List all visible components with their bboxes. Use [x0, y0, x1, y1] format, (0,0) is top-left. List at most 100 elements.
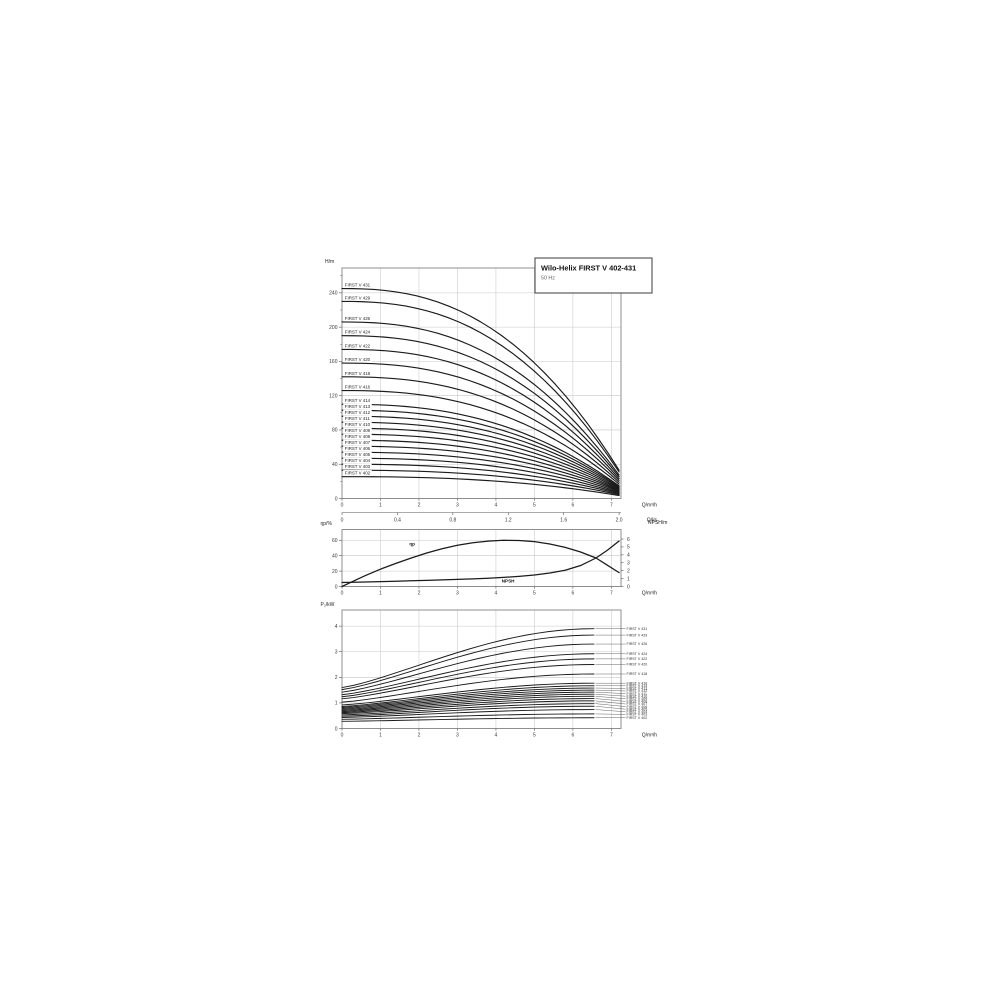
- x-tick-label: 1: [379, 733, 382, 739]
- power-curve-FIRST-V-410: [341, 693, 595, 712]
- curve-label-bg: [343, 445, 372, 452]
- head-curve-label: FIRST V 413: [345, 404, 371, 409]
- power-curve-label: FIRST V 426: [627, 642, 648, 646]
- npsh-tick-label: 2: [627, 568, 630, 574]
- curve-label-bg: [343, 463, 372, 470]
- x-tick-label: 1: [379, 503, 382, 509]
- npsh-curve: [341, 540, 620, 584]
- p2-tick-label: 1: [335, 701, 338, 707]
- x-tick-label: 1: [379, 591, 382, 597]
- head-curve-label: FIRST V 412: [345, 410, 371, 415]
- power-curve-FIRST-V-403: [341, 713, 595, 720]
- y-tick-label: 40: [332, 462, 338, 468]
- power-curve-label: FIRST V 418: [627, 672, 648, 676]
- head-curve-FIRST-V-418: [341, 376, 620, 483]
- x-tick-label: 6: [572, 503, 575, 509]
- head-curve-label: FIRST V 411: [345, 416, 371, 421]
- y-tick-label: 0: [335, 496, 338, 502]
- power-curve-label: FIRST V 411: [627, 692, 647, 696]
- head-curve-label: FIRST V 407: [345, 440, 371, 445]
- eta-tick-label: 60: [332, 538, 338, 544]
- power-curve-FIRST-V-418: [341, 673, 595, 703]
- eta-curve: [341, 539, 620, 588]
- x-tick-label: 6: [572, 591, 575, 597]
- power-curve-FIRST-V-426: [341, 643, 595, 693]
- plot-frame: [341, 529, 622, 587]
- head-curve-label: FIRST V 429: [345, 295, 371, 300]
- p2-tick-label: 4: [335, 624, 338, 630]
- curve-label-bg: [343, 356, 372, 363]
- lps-tick-label: 0.8: [449, 518, 456, 524]
- head-curve-label: FIRST V 422: [345, 343, 371, 348]
- power-curve-label: FIRST V 406: [627, 705, 648, 709]
- power-label-leader: [595, 700, 626, 705]
- head-curve-FIRST-V-416: [341, 389, 620, 485]
- npsh-axis-unit: NPSH/m: [648, 520, 667, 526]
- curve-label-bg: [343, 409, 372, 416]
- x-axis-unit: Q/m³/h: [642, 591, 657, 597]
- x-tick-label: 6: [572, 733, 575, 739]
- power-curve-label: FIRST V 422: [627, 657, 648, 661]
- power-curve-FIRST-V-412: [341, 689, 595, 710]
- x-tick-label: 4: [495, 591, 498, 597]
- npsh-tick-label: 3: [627, 561, 630, 567]
- head-curve-FIRST-V-404: [341, 463, 620, 495]
- lps-axis-unit: Q/l/s: [647, 518, 658, 524]
- curve-label-bg: [343, 403, 372, 410]
- curve-label-bg: [343, 415, 372, 422]
- chart-title-box: Wilo-Helix FIRST V 402-431 50 Hz: [534, 257, 653, 294]
- head-curve-FIRST-V-413: [341, 409, 620, 488]
- head-curve-label: FIRST V 403: [345, 464, 371, 469]
- power-curve-FIRST-V-406: [341, 703, 595, 716]
- power-curve-label: FIRST V 413: [627, 687, 648, 691]
- curve-label-bg: [343, 457, 372, 464]
- head-curve-FIRST-V-426: [341, 321, 620, 476]
- head-curve-FIRST-V-420: [341, 362, 620, 481]
- power-chart: 0 1 2 3 4 P₂/kW 0 1 2 3 4 5 6 7 Q/m³/h FIRST V 431 FIRST…: [321, 602, 658, 739]
- curve-label-bg: [343, 451, 372, 458]
- x-tick-label: 2: [418, 503, 421, 509]
- curve-label-bg: [343, 281, 372, 288]
- power-curve-label: FIRST V 412: [627, 689, 648, 693]
- curve-label-bg: [343, 397, 372, 404]
- power-label-leader: [595, 696, 626, 700]
- npsh-tick-label: 5: [627, 545, 630, 551]
- curve-label-bg: [343, 370, 372, 376]
- power-curve-label: FIRST V 402: [627, 716, 648, 720]
- power-label-leader: [595, 703, 626, 707]
- head-curve-FIRST-V-422: [341, 348, 620, 480]
- head-curve-label: FIRST V 408: [345, 434, 371, 439]
- eta-tick-label: 0: [335, 584, 338, 590]
- title-box-frame: [534, 257, 653, 294]
- y-tick-label: 200: [329, 325, 338, 331]
- power-curve-label: FIRST V 410: [627, 694, 648, 698]
- head-curve-label: FIRST V 402: [345, 471, 371, 476]
- head-curve-label: FIRST V 416: [345, 385, 371, 390]
- power-curve-label: FIRST V 403: [627, 713, 648, 717]
- power-curve-FIRST-V-429: [341, 634, 595, 691]
- power-curve-FIRST-V-409: [341, 695, 595, 713]
- power-curve-label: FIRST V 429: [627, 633, 648, 637]
- power-curve-label: FIRST V 409: [627, 697, 648, 701]
- power-curve-FIRST-V-402: [341, 717, 595, 722]
- power-curve-label: FIRST V 416: [627, 681, 648, 685]
- curve-label-bg: [343, 342, 372, 349]
- power-curve-label: FIRST V 414: [627, 684, 648, 688]
- power-label-leader: [595, 706, 626, 710]
- power-label-leader: [595, 691, 626, 694]
- power-curve-FIRST-V-413: [341, 687, 595, 708]
- eta-axis-unit: ηp/%: [321, 521, 333, 527]
- head-curve-FIRST-V-429: [341, 300, 620, 473]
- x-tick-label: 5: [533, 733, 536, 739]
- x-tick-label: 2: [418, 591, 421, 597]
- y-tick-label: 120: [329, 393, 338, 399]
- power-curve-label: FIRST V 405: [627, 707, 648, 711]
- power-curve-label: FIRST V 407: [627, 702, 648, 706]
- head-curve-label: FIRST V 404: [345, 458, 371, 463]
- x-tick-label: 7: [610, 503, 613, 509]
- curve-label-bg: [343, 439, 372, 446]
- head-curve-label: FIRST V 405: [345, 452, 371, 457]
- lps-tick-label: 1.2: [505, 518, 512, 524]
